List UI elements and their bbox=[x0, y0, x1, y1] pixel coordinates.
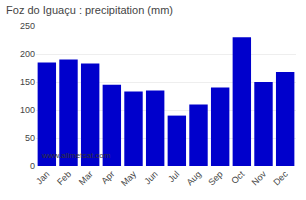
svg-text:Aug: Aug bbox=[185, 169, 203, 187]
svg-text:50: 50 bbox=[25, 133, 35, 143]
svg-text:0: 0 bbox=[30, 161, 35, 171]
svg-text:Jul: Jul bbox=[166, 169, 181, 184]
svg-text:200: 200 bbox=[20, 49, 35, 59]
svg-text:Jan: Jan bbox=[34, 169, 51, 186]
svg-text:Nov: Nov bbox=[250, 169, 269, 188]
svg-text:Jun: Jun bbox=[142, 169, 159, 186]
svg-text:www.allmetsat.com: www.allmetsat.com bbox=[41, 151, 111, 160]
svg-text:Sep: Sep bbox=[206, 169, 224, 187]
svg-text:250: 250 bbox=[20, 21, 35, 31]
svg-text:150: 150 bbox=[20, 77, 35, 87]
svg-text:Foz do Iguaçu : precipitation: Foz do Iguaçu : precipitation (mm) bbox=[6, 4, 173, 16]
svg-text:Mar: Mar bbox=[77, 169, 95, 187]
svg-text:Feb: Feb bbox=[55, 169, 73, 187]
svg-text:100: 100 bbox=[20, 105, 35, 115]
svg-text:Oct: Oct bbox=[229, 169, 246, 186]
svg-text:Dec: Dec bbox=[271, 169, 290, 188]
svg-text:Apr: Apr bbox=[99, 169, 116, 186]
svg-text:May: May bbox=[119, 169, 138, 188]
